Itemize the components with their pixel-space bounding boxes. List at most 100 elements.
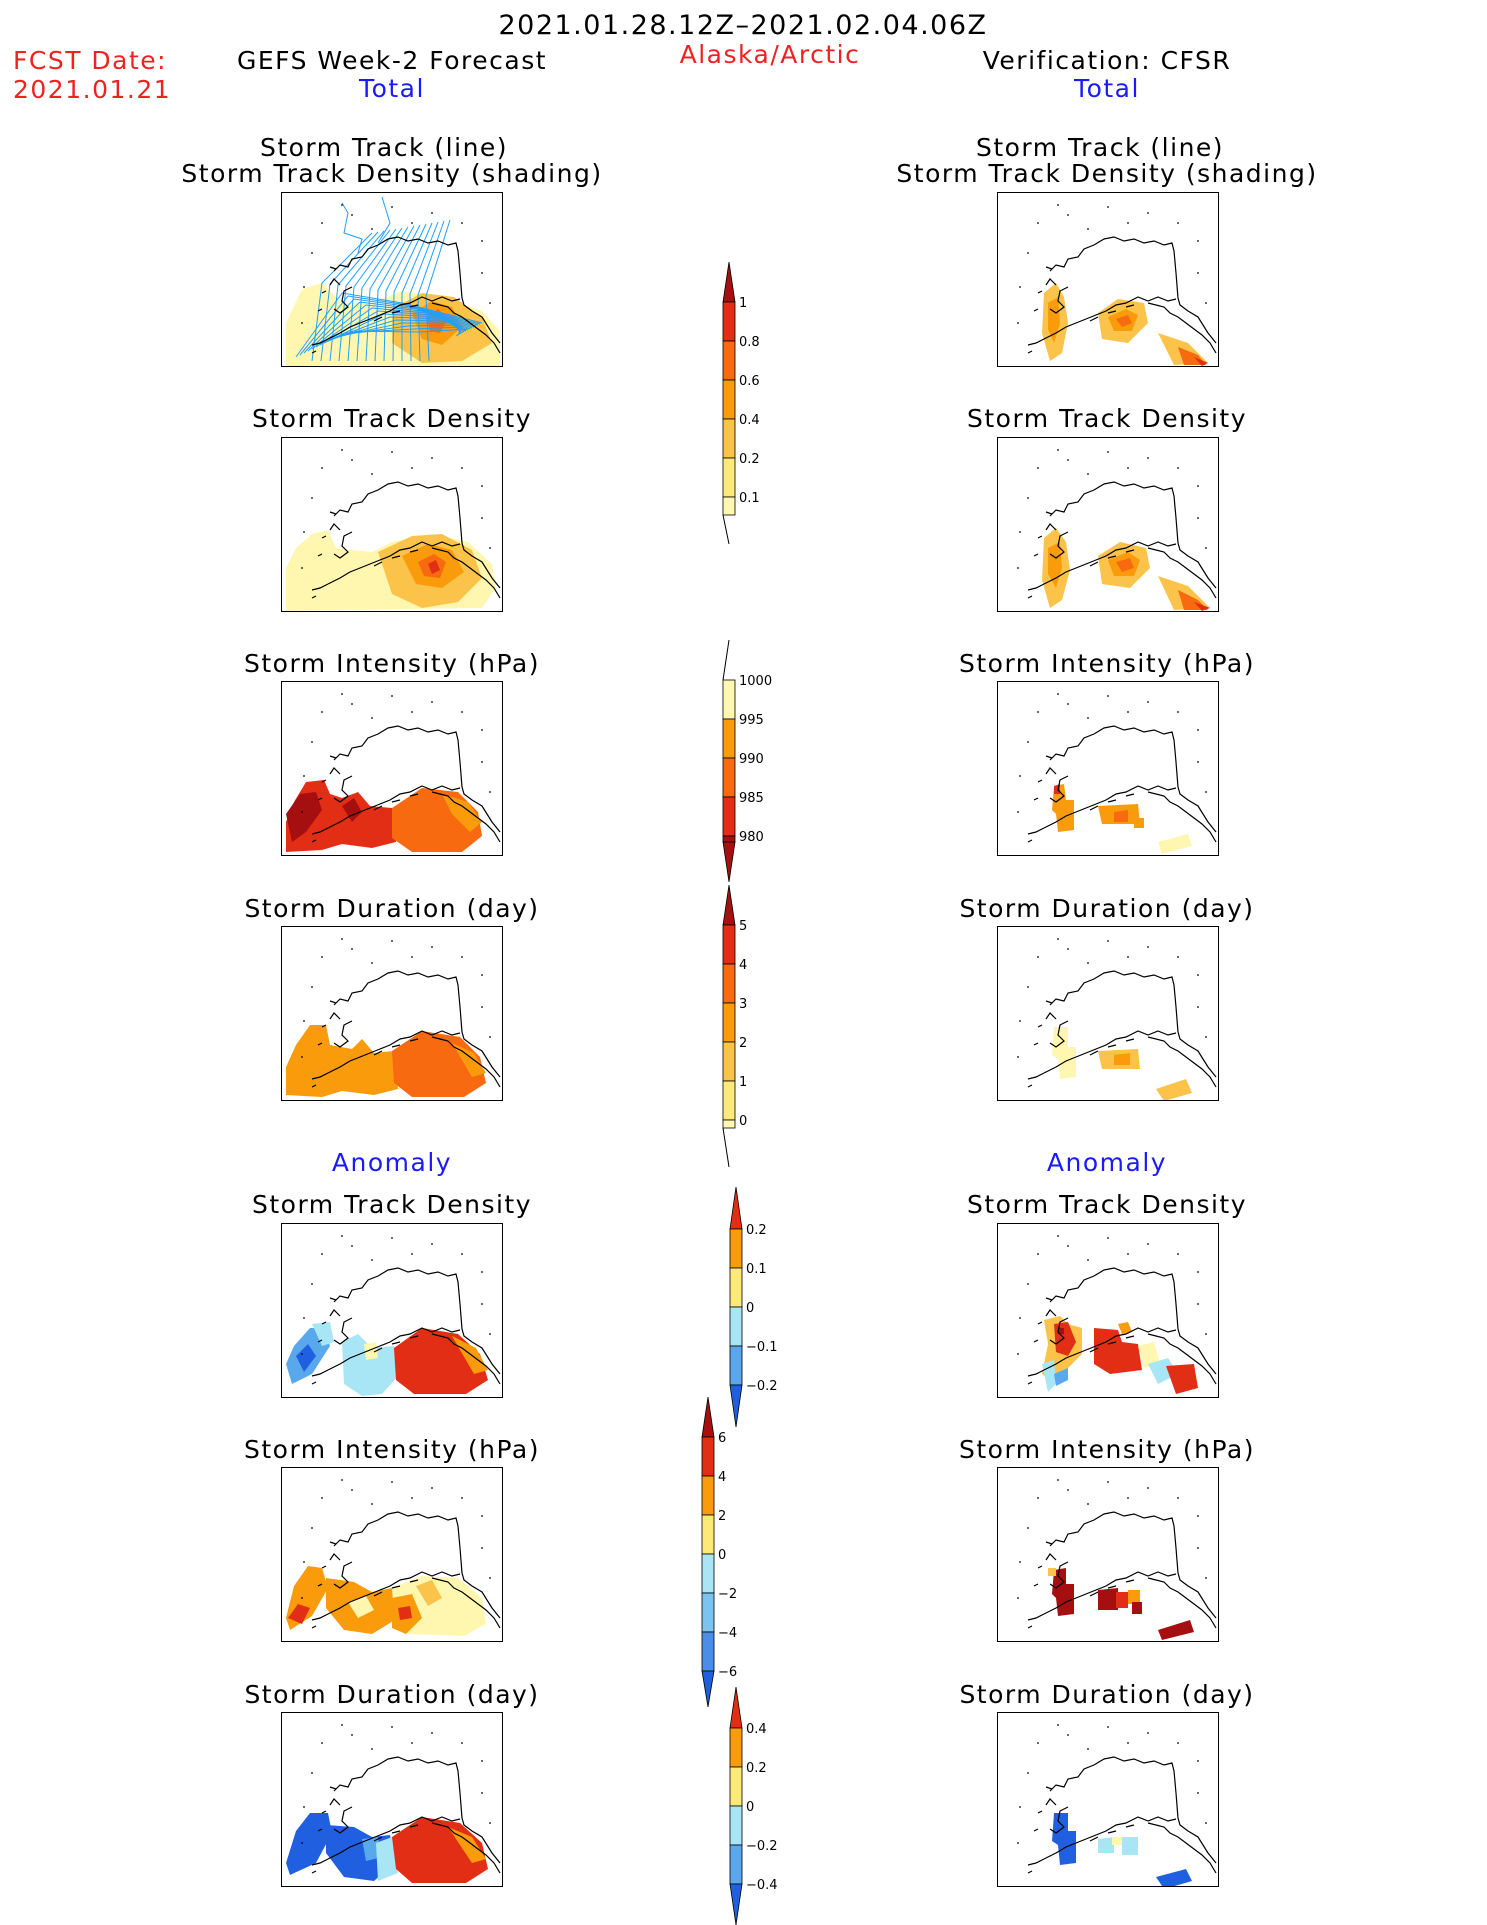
graticule-dots — [1017, 1479, 1207, 1599]
field-region — [348, 1596, 374, 1618]
map-field-svg — [286, 1479, 501, 1636]
field-region — [286, 1566, 328, 1630]
map-density-right — [997, 437, 1219, 612]
field-region — [392, 1817, 488, 1883]
panel-title-anom-intensity-left: Storm Intensity (hPa) — [244, 1435, 540, 1464]
total-label-left: Total — [359, 74, 425, 103]
cbar-duration-label-1: 1 — [739, 1075, 747, 1090]
field-region — [1116, 315, 1132, 327]
alaska-coastline — [311, 1511, 501, 1629]
cbar-intensity-label-995: 995 — [739, 713, 764, 728]
graticule-dots — [301, 938, 491, 1058]
field-region — [1042, 1360, 1056, 1392]
field-region — [1052, 1568, 1074, 1616]
map-track-right — [997, 192, 1219, 367]
field-region — [1156, 1079, 1192, 1100]
map-track-left — [281, 192, 503, 367]
field-region — [1156, 1869, 1192, 1886]
map-field-svg — [1017, 938, 1217, 1100]
cbar-duration-label-2: 2 — [739, 1036, 747, 1051]
cbar-adensity-label-p01: 0.1 — [746, 1262, 767, 1277]
panel-title-track-shading-left: Storm Track Density (shading) — [181, 159, 603, 188]
cbar-aintensity-label-2: 2 — [718, 1509, 726, 1524]
map-anom-density-right — [997, 1223, 1219, 1398]
panel-title-track-shading-right: Storm Track Density (shading) — [896, 159, 1318, 188]
map-duration-right — [997, 926, 1219, 1101]
cbar-density-label-04: 0.4 — [739, 413, 760, 428]
field-region — [1048, 1568, 1056, 1576]
map-duration-left — [281, 926, 503, 1101]
graticule-dots — [301, 1479, 491, 1599]
alaska-coastline — [1027, 1756, 1217, 1874]
map-field-svg — [1017, 1479, 1217, 1640]
cbar-density-label-02: 0.2 — [739, 452, 760, 467]
field-region — [286, 1813, 332, 1875]
cbar-aintensity-label-m2: −2 — [718, 1587, 737, 1602]
map-anom-density-left — [281, 1223, 503, 1398]
fcst-date-value: 2021.01.21 — [13, 75, 172, 104]
map-field-svg — [286, 196, 501, 366]
field-region — [452, 1336, 488, 1374]
left-column-title: GEFS Week-2 Forecast — [236, 46, 548, 75]
field-region — [1194, 602, 1210, 611]
cbar-aintensity-label-0: 0 — [718, 1548, 726, 1563]
alaska-coastline — [1027, 481, 1217, 599]
cbar-aduration-label-p04: 0.4 — [746, 1722, 767, 1737]
alaska-coastline — [1027, 970, 1217, 1088]
map-field-svg — [286, 693, 501, 852]
cbar-intensity-label-980: 980 — [739, 830, 764, 845]
alaska-coastline — [1027, 236, 1217, 354]
cbar-duration-label-0: 0 — [739, 1114, 747, 1129]
fcst-date-label: FCST Date: — [13, 46, 168, 75]
field-region — [416, 1580, 442, 1606]
panel-title-track-line-right: Storm Track (line) — [975, 133, 1225, 162]
panel-title-anom-intensity-right: Storm Intensity (hPa) — [959, 1435, 1255, 1464]
cbar-aduration-label-m02: −0.2 — [746, 1839, 778, 1854]
map-anom-duration-left — [281, 1712, 503, 1887]
colorbar-anom-intensity: 6 4 2 0 −2 −4 −6 — [701, 1397, 737, 1707]
cbar-adensity-label-m02: −0.2 — [746, 1379, 778, 1394]
map-intensity-left — [281, 681, 503, 856]
cbar-aintensity-label-m6: −6 — [718, 1665, 737, 1680]
graticule-dots — [301, 1235, 491, 1355]
alaska-coastline — [311, 970, 501, 1088]
panel-title-track-line-left: Storm Track (line) — [259, 133, 509, 162]
field-region — [1054, 1368, 1068, 1386]
field-region — [1132, 1602, 1142, 1614]
anomaly-label-left: Anomaly — [331, 1148, 453, 1177]
cbar-aintensity-label-m4: −4 — [718, 1626, 737, 1641]
field-region — [1058, 1328, 1064, 1334]
field-region — [1166, 1364, 1198, 1394]
panel-title-anom-density-right: Storm Track Density — [966, 1190, 1248, 1219]
field-region — [1048, 297, 1060, 343]
colorbar-intensity: 1000 995 990 985 980 — [722, 640, 772, 882]
panel-title-intensity-left: Storm Intensity (hPa) — [244, 649, 540, 678]
cbar-adensity-label-p02: 0.2 — [746, 1223, 767, 1238]
map-field-svg — [286, 938, 501, 1097]
map-field-svg — [1017, 1235, 1217, 1394]
alaska-coastline — [311, 236, 501, 354]
alaska-coastline — [1027, 725, 1217, 843]
cbar-aduration-label-m04: −0.4 — [746, 1878, 778, 1893]
graticule-dots — [301, 1724, 491, 1844]
field-region — [1114, 1053, 1130, 1065]
field-region — [1158, 1620, 1194, 1640]
cbar-density-label-01: 0.1 — [739, 491, 760, 506]
field-region — [442, 794, 482, 832]
map-anom-intensity-right — [997, 1467, 1219, 1642]
field-region — [1098, 1837, 1114, 1853]
field-region — [1052, 1027, 1076, 1079]
alaska-coastline — [311, 481, 501, 599]
field-region — [312, 1322, 334, 1346]
alaska-coastline — [311, 1267, 501, 1385]
map-field-svg — [1017, 449, 1217, 611]
field-region — [392, 1031, 486, 1097]
cbar-adensity-label-0: 0 — [746, 1301, 754, 1316]
panel-title-anom-density-left: Storm Track Density — [251, 1190, 533, 1219]
graticule-dots — [1017, 938, 1207, 1058]
panel-title-anom-duration-left: Storm Duration (day) — [244, 1680, 540, 1709]
anomaly-label-right: Anomaly — [1046, 1148, 1168, 1177]
field-region — [1114, 810, 1128, 822]
cbar-aduration-label-p02: 0.2 — [746, 1761, 767, 1776]
field-region — [1138, 1342, 1160, 1368]
